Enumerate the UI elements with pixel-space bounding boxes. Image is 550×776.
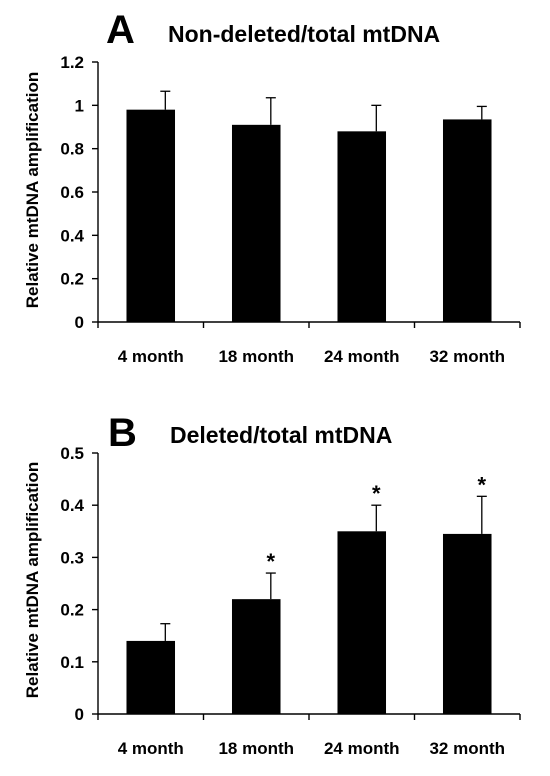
panel-a: A Non-deleted/total mtDNA Relative mtDNA…	[23, 8, 521, 366]
panel-b-y-tick-label: 0.5	[60, 444, 84, 463]
panel-a-y-tick-label: 1.2	[60, 53, 84, 72]
panel-b: B Deleted/total mtDNA Relative mtDNA amp…	[23, 411, 521, 758]
panel-a-y-tick-label: 1	[75, 96, 84, 115]
panel-b-significance-marker: *	[478, 472, 487, 497]
panel-a-category-label: 18 month	[218, 347, 294, 366]
panel-a-letter: A	[106, 8, 135, 52]
panel-a-y-tick-label: 0.4	[60, 226, 84, 245]
panel-b-category-label: 18 month	[218, 739, 294, 758]
panel-a-category-label: 4 month	[118, 347, 184, 366]
panel-a-title: Non-deleted/total mtDNA	[168, 21, 440, 47]
panel-b-y-tick-label: 0.2	[60, 601, 84, 620]
panel-b-y-tick-label: 0.3	[60, 548, 84, 567]
panel-b-plot-area: 0 0.1 0.2 0.3 0.4 0.5 4 month * 18 month * 24 mont…	[60, 444, 521, 758]
panel-b-bar	[231, 599, 281, 714]
panel-b-bar	[126, 640, 176, 714]
panel-b-y-tick-label: 0.4	[60, 496, 84, 515]
panel-b-y-tick-label: 0	[75, 705, 84, 724]
panel-a-category-label: 24 month	[324, 347, 400, 366]
panel-b-significance-marker: *	[372, 481, 381, 506]
panel-a-y-axis-label: Relative mtDNA amplification	[23, 72, 42, 308]
panel-b-letter: B	[108, 411, 137, 455]
panel-a-bar	[126, 109, 176, 323]
panel-b-y-axis-label: Relative mtDNA amplification	[23, 462, 42, 698]
panel-a-bar	[337, 131, 387, 322]
panel-b-significance-marker: *	[267, 549, 276, 574]
panel-b-category-label: 32 month	[429, 739, 505, 758]
panel-b-category-label: 4 month	[118, 739, 184, 758]
panel-a-y-tick-label: 0.8	[60, 140, 84, 159]
panel-b-bar	[442, 533, 492, 714]
panel-b-category-label: 24 month	[324, 739, 400, 758]
panel-a-plot-area: 0 0.2 0.4 0.6 0.8 1 1.2 4 month 18 month 24 month…	[60, 53, 521, 366]
panel-b-y-tick-label: 0.1	[60, 653, 84, 672]
panel-a-bar	[231, 124, 281, 322]
panel-a-y-tick-label: 0.2	[60, 270, 84, 289]
panel-b-title: Deleted/total mtDNA	[170, 422, 392, 448]
panel-b-bar	[337, 531, 387, 714]
panel-a-category-label: 32 month	[429, 347, 505, 366]
panel-a-y-tick-label: 0.6	[60, 183, 84, 202]
panel-a-bar	[442, 119, 492, 323]
panel-a-y-tick-label: 0	[75, 313, 84, 332]
